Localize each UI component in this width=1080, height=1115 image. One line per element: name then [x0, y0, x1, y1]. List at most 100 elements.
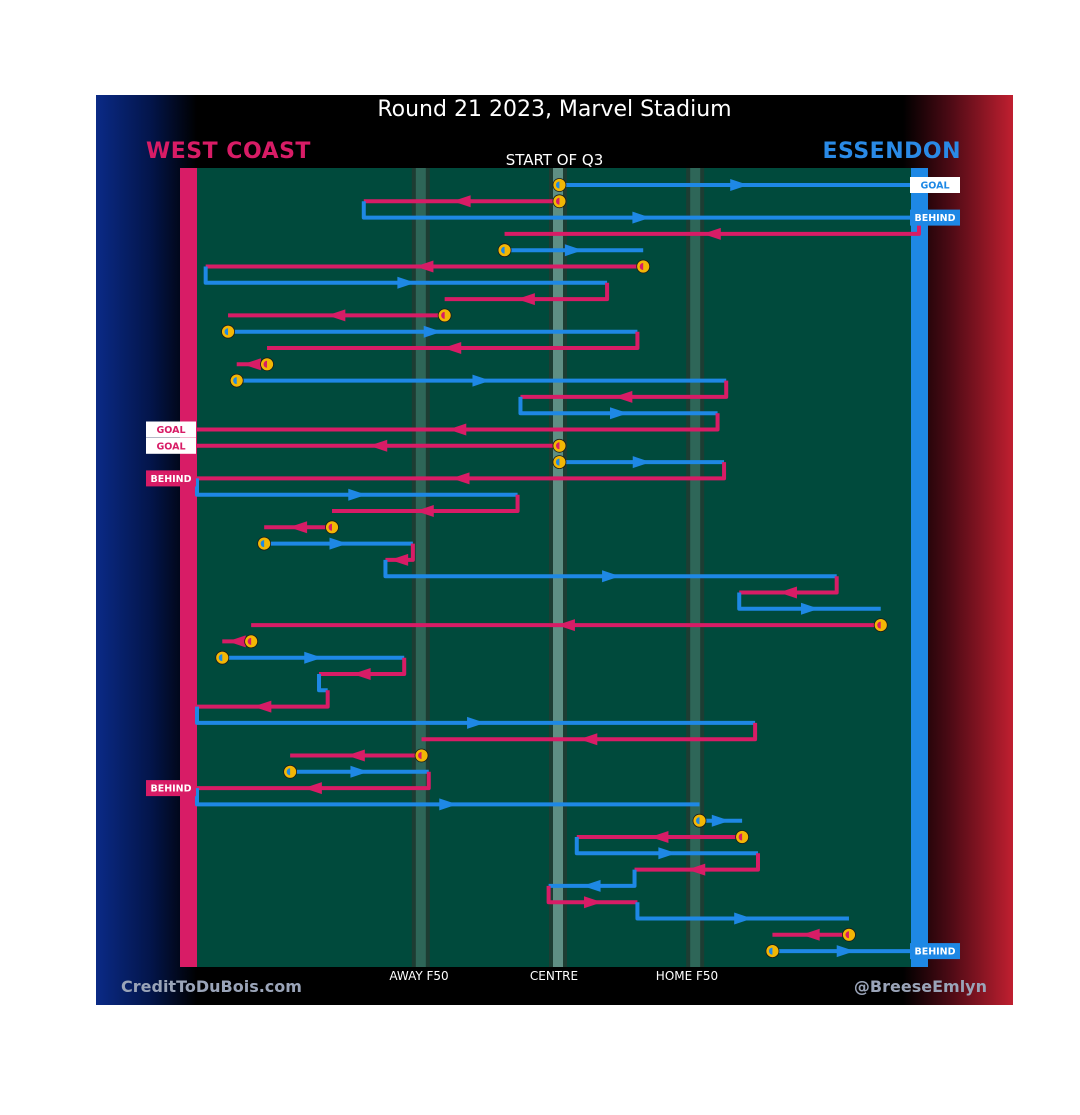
result-label-goal-15: GOAL	[146, 421, 196, 438]
possession-start-marker-21	[325, 520, 339, 535]
segments-layer	[195, 179, 921, 958]
tick-label-home-f50: HOME F50	[655, 969, 719, 983]
chain-segment-33	[195, 706, 756, 725]
chain-segment-26	[737, 592, 881, 611]
chain-segment-41	[574, 837, 758, 856]
possession-start-marker-16	[552, 438, 567, 453]
chain-segment-42	[634, 853, 760, 872]
chain-segment-2	[361, 201, 919, 220]
chain-segment-45	[635, 902, 849, 921]
chart-title: Round 21 2023, Marvel Stadium	[377, 97, 732, 122]
direction-arrow-32	[253, 700, 272, 713]
result-label-goal-16: GOAL	[146, 437, 196, 454]
home-f50-band	[690, 168, 701, 967]
direction-arrow-41	[658, 847, 677, 860]
direction-arrow-33	[467, 716, 486, 729]
direction-arrow-36	[350, 765, 369, 778]
possession-start-marker-47	[765, 944, 780, 958]
direction-arrow-2	[632, 211, 651, 224]
svg-text:BEHIND: BEHIND	[150, 784, 191, 795]
possession-start-marker-5	[636, 259, 651, 274]
flow-chart: GOAL BEHIND GOAL GOAL BEHIND BEHIND BEHIND	[146, 168, 960, 967]
direction-arrow-9	[423, 325, 442, 338]
chain-segment-14	[518, 396, 718, 416]
possession-start-marker-46	[842, 927, 856, 942]
chain-segment-24	[383, 559, 837, 579]
chain-segment-37	[197, 771, 431, 791]
direction-arrow-15	[448, 423, 467, 436]
possession-start-marker-8	[437, 308, 452, 323]
chain-segment-32	[197, 690, 330, 709]
svg-text:GOAL: GOAL	[156, 425, 185, 436]
team-left-label: WEST COAST	[146, 139, 311, 164]
field-layer	[180, 168, 928, 967]
direction-arrow-20	[415, 505, 434, 517]
chain-segment-10	[267, 331, 640, 350]
result-label-behind-37: BEHIND	[146, 780, 196, 797]
direction-arrow-46	[801, 928, 820, 941]
direction-arrow-6	[397, 276, 416, 289]
chain-segment-6	[203, 266, 608, 285]
essendon-goal-post	[911, 168, 928, 967]
svg-text:BEHIND: BEHIND	[914, 213, 955, 224]
direction-arrow-39	[711, 814, 730, 827]
direction-arrow-27	[556, 619, 575, 632]
tick-label-away-f50: AWAY F50	[389, 969, 449, 983]
chain-segment-44	[546, 885, 638, 905]
direction-arrow-14	[610, 407, 629, 420]
away-f50-band	[415, 168, 426, 967]
possession-start-marker-35	[414, 748, 429, 763]
credit-left: CreditToDuBois.com	[121, 977, 302, 996]
direction-arrow-42	[687, 863, 706, 876]
team-right-label: ESSENDON	[822, 139, 961, 164]
possession-start-marker-9	[221, 324, 235, 339]
direction-arrow-21	[289, 521, 308, 534]
direction-arrow-7	[516, 293, 535, 306]
direction-arrow-37	[303, 782, 322, 795]
possession-start-marker-22	[257, 536, 272, 551]
direction-arrow-45	[734, 912, 753, 925]
direction-arrow-4	[564, 244, 583, 257]
possession-start-marker-36	[283, 764, 298, 779]
result-labels-layer: GOAL BEHIND GOAL GOAL BEHIND BEHIND BEHIND	[146, 177, 960, 960]
possession-start-marker-28	[244, 634, 259, 649]
svg-text:GOAL: GOAL	[156, 441, 185, 452]
chain-segment-43	[548, 869, 637, 888]
direction-arrow-10	[443, 342, 462, 354]
direction-arrow-16	[369, 439, 388, 452]
possession-start-marker-29	[215, 650, 230, 665]
direction-arrow-34	[579, 733, 598, 746]
chart-frame: GOAL BEHIND GOAL GOAL BEHIND BEHIND BEHIND Rou…	[96, 95, 1013, 1005]
direction-arrow-38	[439, 798, 458, 811]
possession-start-marker-0	[552, 178, 567, 192]
chain-segment-13	[520, 380, 729, 399]
west-coast-goal-post	[180, 168, 197, 967]
chain-segment-18	[197, 462, 727, 481]
direction-arrow-40	[650, 831, 669, 843]
direction-arrow-23	[390, 553, 409, 566]
possession-start-marker-39	[692, 813, 707, 828]
direction-arrow-5	[415, 260, 434, 273]
chain-segment-19	[195, 478, 518, 497]
result-label-behind-2: BEHIND	[910, 209, 960, 226]
possession-start-marker-40	[735, 830, 750, 844]
direction-arrow-1	[452, 195, 471, 208]
result-label-behind-18: BEHIND	[146, 470, 196, 487]
svg-text:GOAL: GOAL	[920, 181, 949, 192]
possession-start-marker-27	[873, 618, 888, 632]
possession-start-marker-12	[229, 373, 244, 388]
direction-arrow-8	[327, 309, 346, 322]
result-label-behind-47: BEHIND	[910, 943, 960, 960]
possession-start-marker-17	[552, 455, 567, 470]
result-label-goal-0: GOAL	[910, 177, 960, 193]
possession-start-marker-1	[552, 194, 567, 209]
direction-arrow-11	[242, 358, 261, 371]
direction-arrow-0	[730, 179, 749, 191]
direction-arrow-13	[614, 390, 633, 403]
centre-band	[553, 168, 563, 967]
direction-arrow-3	[702, 227, 721, 240]
direction-arrow-26	[800, 602, 819, 615]
direction-arrow-43	[582, 879, 601, 892]
direction-arrow-30	[352, 668, 371, 680]
direction-arrow-44	[584, 896, 603, 909]
